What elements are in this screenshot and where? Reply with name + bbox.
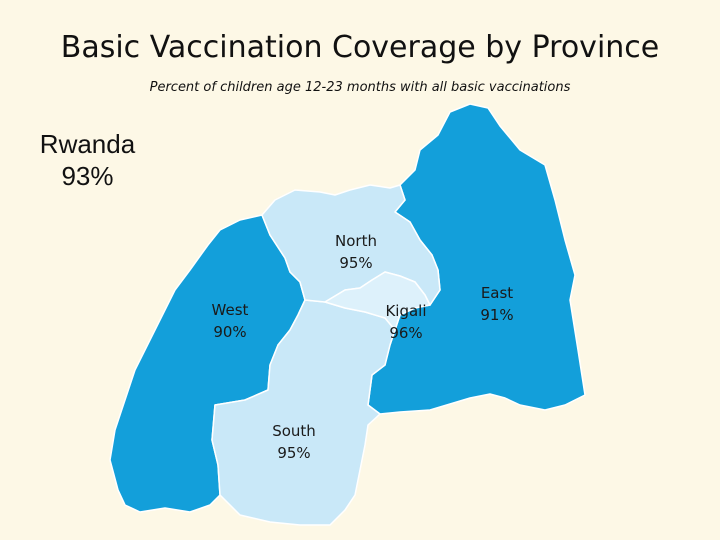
country-name: Rwanda	[39, 129, 136, 159]
map-subtitle: Percent of children age 12-23 months wit…	[149, 80, 571, 95]
label-kigali: Kigali 96%	[366, 300, 446, 344]
map-title: Basic Vaccination Coverage by Province	[60, 30, 660, 65]
province-kigali[interactable]	[324, 271, 431, 331]
national-summary: Rwanda 93%	[30, 128, 145, 192]
kigali-value: 96%	[389, 324, 423, 342]
north-name: North	[335, 232, 377, 250]
south-value: 95%	[277, 444, 311, 462]
province-south[interactable]	[211, 299, 396, 526]
province-north[interactable]	[261, 184, 441, 306]
label-west: West 90%	[190, 299, 270, 343]
west-name: West	[211, 301, 249, 319]
label-north: North 95%	[316, 230, 396, 274]
west-value: 90%	[213, 323, 247, 341]
kigali-name: Kigali	[385, 302, 427, 320]
south-name: South	[272, 422, 316, 440]
east-value: 91%	[480, 306, 514, 324]
north-value: 95%	[339, 254, 373, 272]
label-south: South 95%	[254, 420, 334, 464]
country-value: 93%	[61, 161, 114, 191]
east-name: East	[480, 284, 514, 302]
label-east: East 91%	[457, 282, 537, 326]
